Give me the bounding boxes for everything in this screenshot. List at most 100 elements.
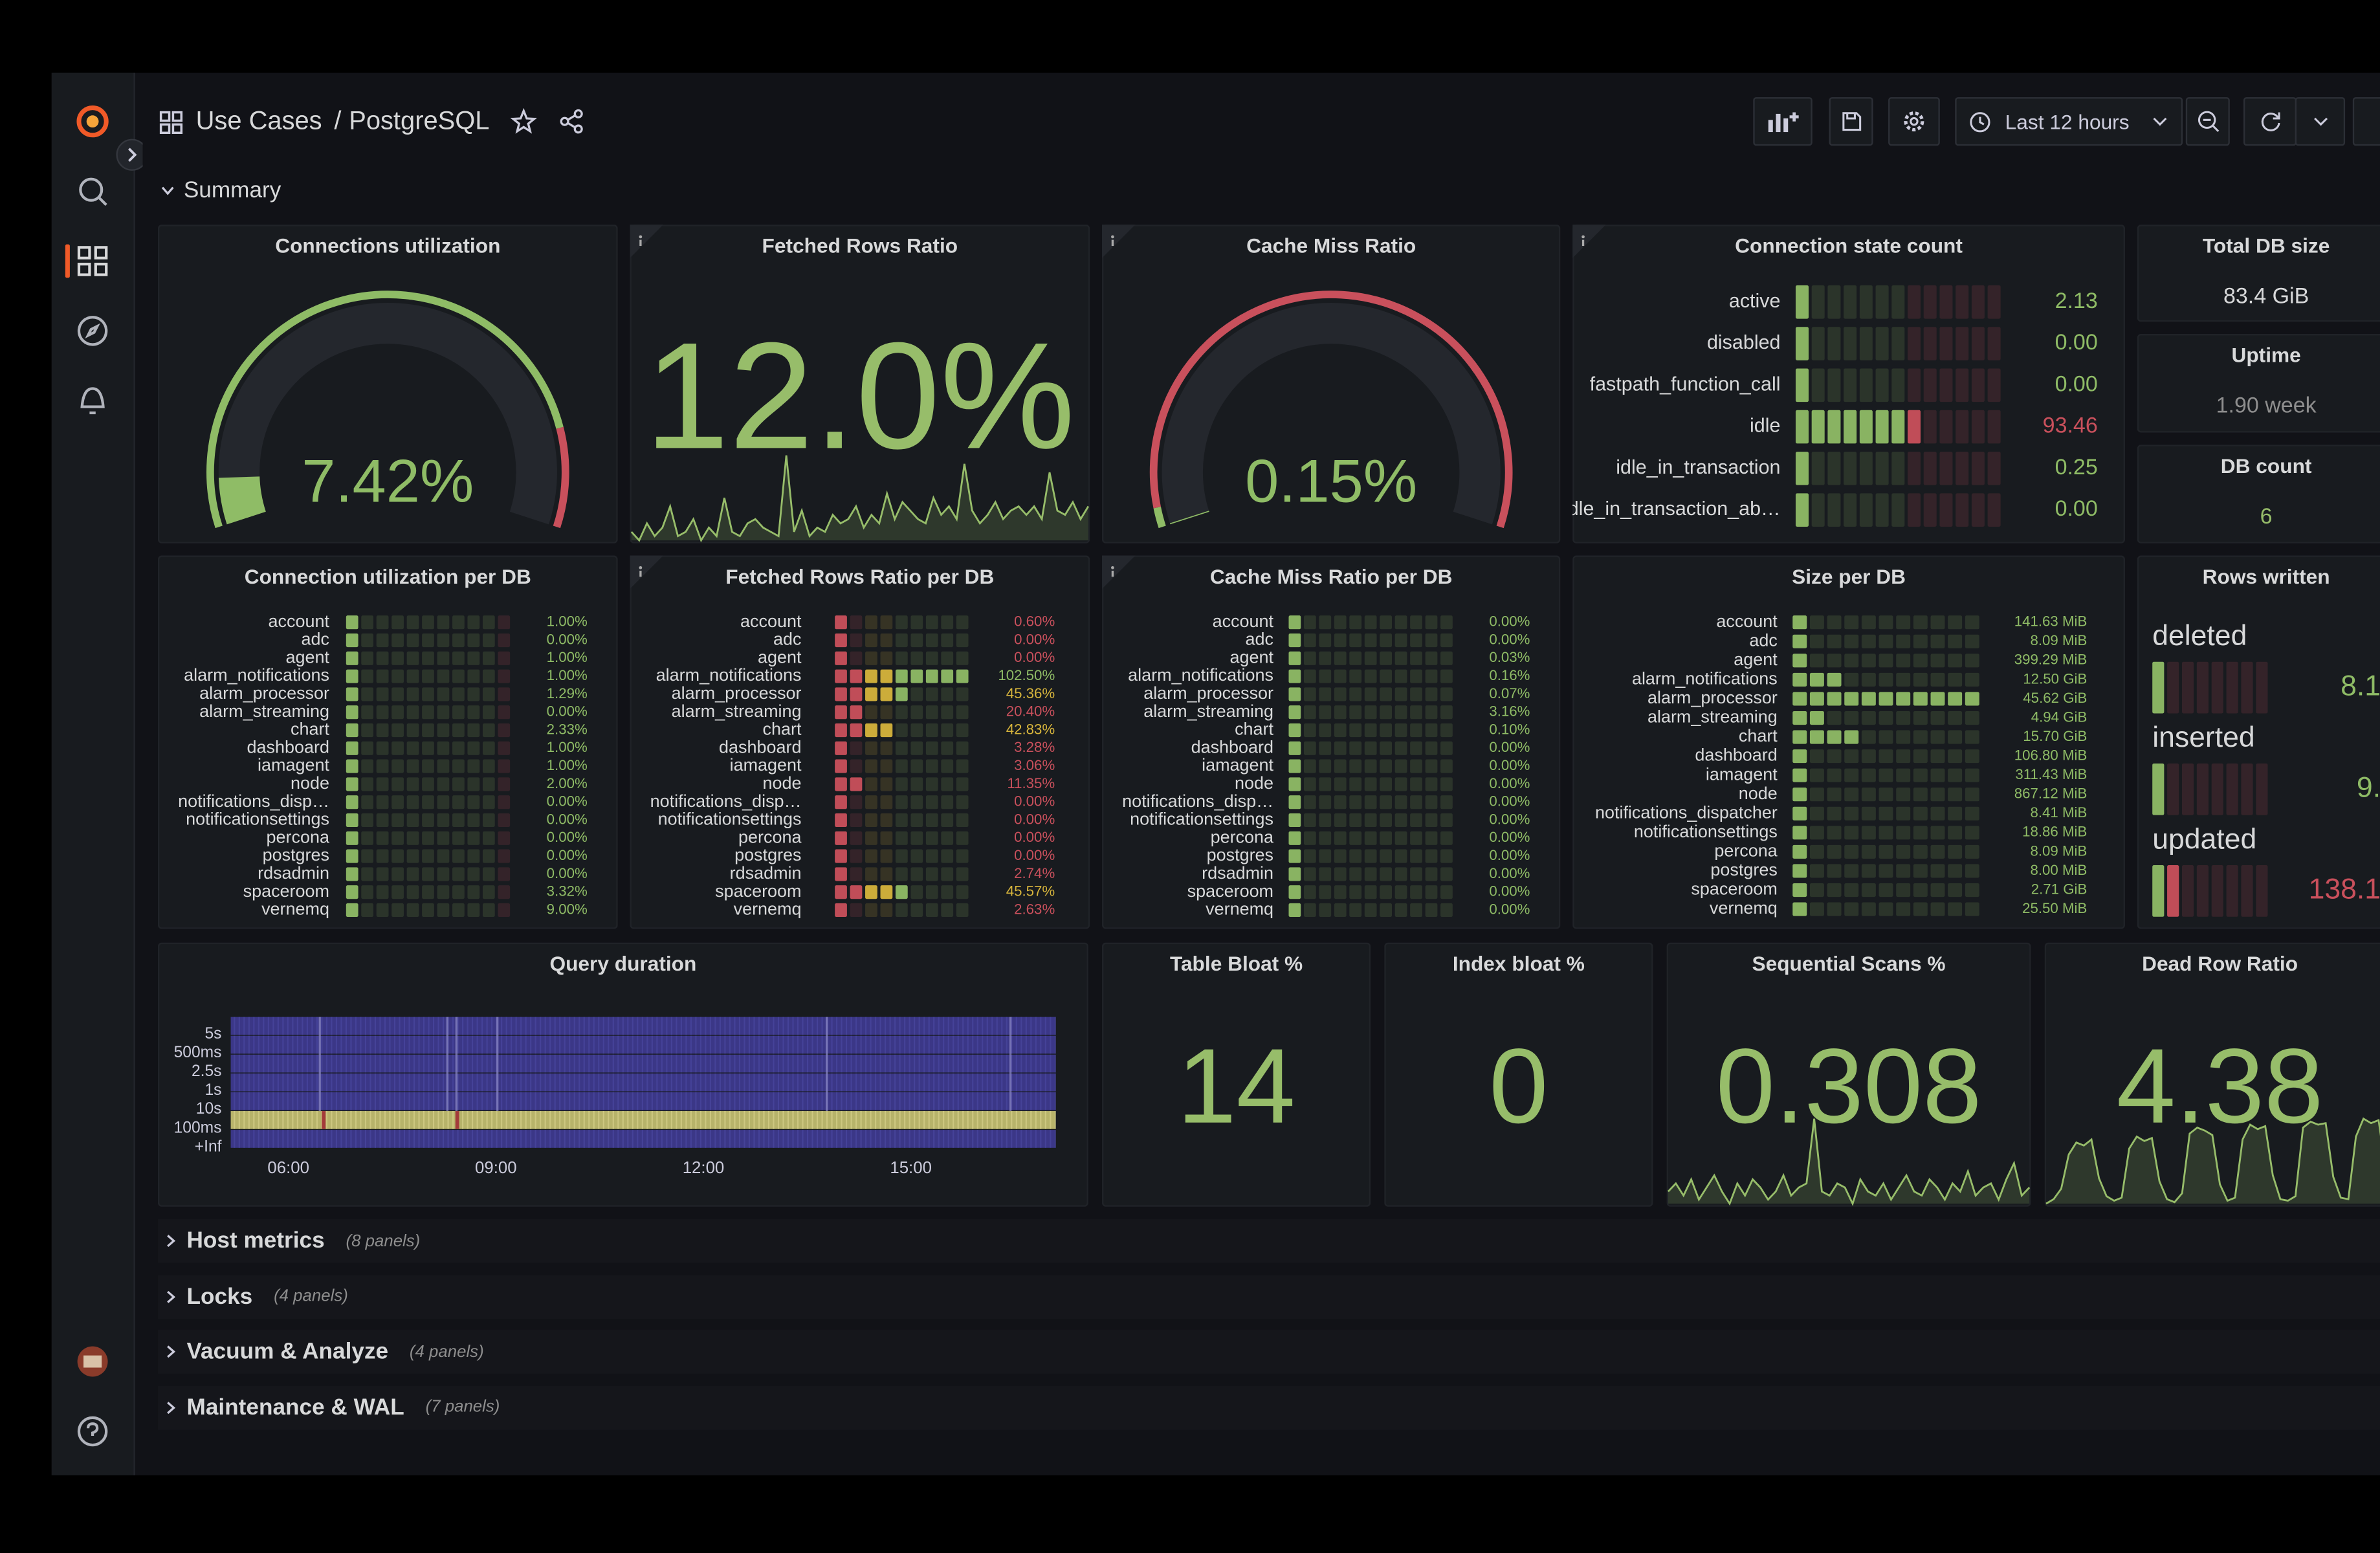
heatmap-cell xyxy=(918,1111,920,1129)
help-icon[interactable] xyxy=(77,1416,108,1447)
heatmap-cell xyxy=(666,1130,668,1148)
heatmap-cell xyxy=(282,1017,284,1035)
heatmap-cell xyxy=(651,1111,653,1129)
heatmap-cell xyxy=(1015,1130,1017,1148)
gauge-cell-empty xyxy=(422,669,434,683)
gauge-cell xyxy=(880,687,893,701)
gauge-cell-empty xyxy=(1394,903,1407,918)
gauge-cell-empty xyxy=(895,705,908,720)
row-value: 1.00% xyxy=(547,667,588,683)
heatmap-cell xyxy=(695,1073,697,1092)
heatmap-cell xyxy=(578,1111,580,1129)
heatmap-cell xyxy=(481,1092,483,1110)
gauge-cell-empty xyxy=(1827,710,1842,725)
collapsed-row[interactable]: Locks (4 panels) xyxy=(157,1274,2380,1319)
heatmap-cell xyxy=(418,1035,420,1054)
panel-background xyxy=(2137,225,2380,322)
bar-gauge-fill xyxy=(346,669,358,683)
grafana-logo[interactable] xyxy=(76,105,109,138)
heatmap-cell xyxy=(646,1130,648,1148)
gauge-cell-empty xyxy=(956,615,969,630)
gauge-cell xyxy=(865,687,877,701)
gauge-cell-empty xyxy=(1879,844,1893,859)
heatmap-cell xyxy=(608,1092,610,1110)
summary-row-header[interactable]: Summary xyxy=(161,173,281,206)
dashboards-icon[interactable] xyxy=(77,246,108,276)
save-button[interactable] xyxy=(1829,97,1873,146)
gauge-cell-empty xyxy=(925,687,938,701)
collapsed-row[interactable]: Maintenance & WAL (7 panels) xyxy=(157,1385,2380,1430)
gauge-cell-empty xyxy=(1948,883,1963,898)
search-icon[interactable] xyxy=(79,177,107,206)
gauge-cell-empty xyxy=(895,615,908,630)
settings-button[interactable] xyxy=(1888,97,1940,146)
collapsed-row[interactable]: Host metrics (8 panels) xyxy=(157,1218,2380,1263)
heatmap-cell xyxy=(700,1111,701,1129)
gauge-cell-empty xyxy=(925,795,938,810)
heatmap-cell xyxy=(1001,1111,1003,1129)
heatmap-cell xyxy=(734,1017,736,1035)
refresh-interval-button[interactable] xyxy=(2295,97,2346,146)
gauge-cell-empty xyxy=(1334,723,1347,738)
panel-background xyxy=(630,225,1090,544)
time-picker[interactable]: Last 12 hours xyxy=(1955,97,2183,146)
heatmap-cell xyxy=(272,1130,274,1148)
heatmap-cell xyxy=(355,1054,357,1073)
heatmap-cell xyxy=(821,1092,823,1110)
expand-sidebar[interactable] xyxy=(116,138,143,171)
heatmap-cell xyxy=(637,1092,639,1110)
gauge-cell xyxy=(956,669,969,683)
star-icon[interactable] xyxy=(511,107,538,135)
gauge-cell-empty xyxy=(498,849,511,863)
row-title: Locks xyxy=(186,1283,253,1310)
heatmap-cell xyxy=(846,1054,848,1073)
alerting-icon[interactable] xyxy=(80,387,105,415)
panel-background xyxy=(2137,555,2380,929)
avatar[interactable] xyxy=(77,1346,108,1377)
heatmap-cell xyxy=(836,1130,838,1148)
collapsed-row[interactable]: Vacuum & Analyze (4 panels) xyxy=(157,1330,2380,1374)
gauge-cell-empty xyxy=(482,777,495,791)
heatmap-cell xyxy=(554,1035,556,1054)
row-label: adc xyxy=(302,630,329,649)
gauge-cell-empty xyxy=(376,831,389,845)
heatmap-cell xyxy=(393,1054,396,1073)
view-mode-button[interactable] xyxy=(2352,97,2380,146)
heatmap-cell xyxy=(1035,1017,1037,1035)
heatmap-cell xyxy=(1020,1130,1022,1148)
heatmap-cell xyxy=(709,1092,711,1110)
breadcrumb-parent[interactable]: Use Cases xyxy=(195,106,322,135)
heatmap-cell xyxy=(690,1073,692,1092)
heatmap-cell xyxy=(846,1130,848,1148)
explore-icon[interactable] xyxy=(77,316,108,346)
share-icon[interactable] xyxy=(559,108,586,135)
gauge-cell xyxy=(1795,285,1809,319)
heatmap-cell xyxy=(627,1017,629,1035)
row-label: postgres xyxy=(1710,860,1777,879)
heatmap-cell xyxy=(651,1092,653,1110)
row-value: 1.29% xyxy=(547,685,588,701)
heatmap-cell xyxy=(666,1092,668,1110)
gauge-cell xyxy=(346,777,358,791)
gauge-cell-empty xyxy=(1349,741,1362,755)
heatmap-cell xyxy=(554,1073,556,1092)
gauge-cell-empty xyxy=(361,777,374,791)
heatmap-cell xyxy=(714,1111,716,1129)
row-label: notifications_disp… xyxy=(650,791,802,811)
heatmap-cell xyxy=(777,1092,780,1110)
heatmap-cell xyxy=(816,1130,819,1148)
heatmap-cell xyxy=(496,1111,498,1129)
heatmap-cell xyxy=(831,1017,833,1035)
heatmap-cell xyxy=(267,1073,269,1092)
add-panel-button[interactable] xyxy=(1753,97,1813,146)
zoom-out-button[interactable] xyxy=(2185,97,2230,146)
heatmap-cell xyxy=(1020,1111,1022,1129)
heatmap-cell xyxy=(1040,1017,1042,1035)
heatmap-column xyxy=(1009,1017,1012,1112)
heatmap-cell xyxy=(520,1073,522,1092)
heatmap-cell xyxy=(505,1073,507,1092)
gauge-cell-empty xyxy=(498,813,511,828)
heatmap-cell xyxy=(870,1111,872,1129)
